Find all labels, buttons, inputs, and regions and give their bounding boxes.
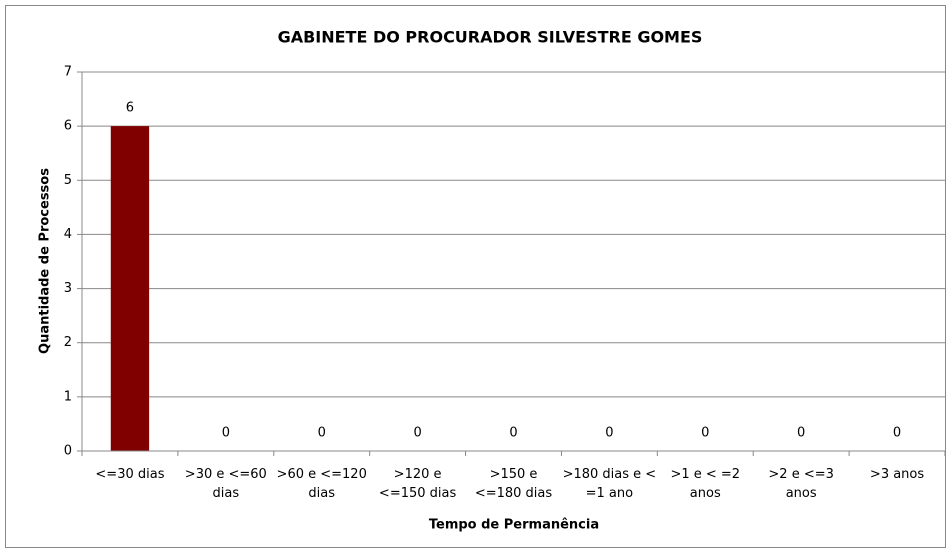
data-label: 0 — [222, 426, 230, 441]
data-label: 0 — [797, 426, 805, 441]
chart-title: GABINETE DO PROCURADOR SILVESTRE GOMES — [278, 28, 703, 47]
y-tick-label: 0 — [64, 444, 72, 459]
y-tick-label: 3 — [64, 281, 72, 296]
x-tick-label: >3 anos — [869, 467, 925, 482]
x-tick-label: <=30 dias — [95, 467, 165, 482]
data-label: 0 — [509, 426, 517, 441]
y-tick-label: 2 — [64, 335, 72, 350]
chart-border — [5, 5, 946, 548]
y-tick-label: 1 — [64, 389, 72, 404]
x-tick-label: >2 e <=3 anos — [768, 467, 834, 501]
x-tick-label: >60 e <=120 dias — [276, 467, 367, 501]
x-axis-label: Tempo de Permanência — [429, 518, 599, 533]
data-label: 0 — [413, 426, 421, 441]
y-tick-label: 6 — [64, 119, 72, 134]
y-tick-label: 5 — [64, 173, 72, 188]
data-label: 6 — [126, 101, 134, 116]
x-tick-label: >1 e < =2 anos — [670, 467, 741, 501]
y-tick-label: 7 — [64, 65, 72, 80]
y-axis-label: Quantidade de Processos — [38, 168, 53, 354]
bar — [110, 126, 150, 452]
data-label: 0 — [701, 426, 709, 441]
data-label: 0 — [318, 426, 326, 441]
data-label: 0 — [893, 426, 901, 441]
x-tick-label: >180 dias e < =1 ano — [562, 467, 657, 501]
x-tick-label: >120 e <=150 dias — [378, 467, 457, 501]
x-tick-label: >30 e <=60 dias — [184, 467, 267, 501]
y-tick-label: 4 — [64, 227, 72, 242]
x-tick-label: >150 e <=180 dias — [474, 467, 553, 501]
data-label: 0 — [605, 426, 613, 441]
